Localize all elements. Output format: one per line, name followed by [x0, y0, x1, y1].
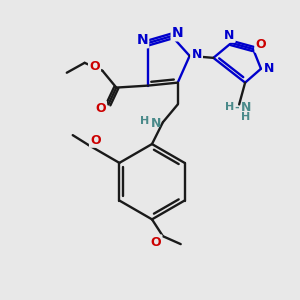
Text: H: H [140, 116, 150, 126]
Text: N: N [224, 28, 234, 42]
Text: -: - [235, 102, 239, 112]
Text: N: N [172, 26, 184, 40]
Text: O: O [256, 38, 266, 52]
Text: H: H [225, 102, 234, 112]
Text: O: O [95, 102, 106, 115]
Text: N: N [191, 48, 202, 62]
Text: H: H [242, 112, 251, 122]
Text: N: N [241, 101, 251, 114]
Text: O: O [90, 134, 101, 147]
Text: O: O [89, 60, 100, 73]
Text: O: O [151, 236, 161, 249]
Text: N: N [264, 62, 274, 75]
Text: N: N [136, 33, 148, 47]
Text: N: N [151, 117, 161, 130]
